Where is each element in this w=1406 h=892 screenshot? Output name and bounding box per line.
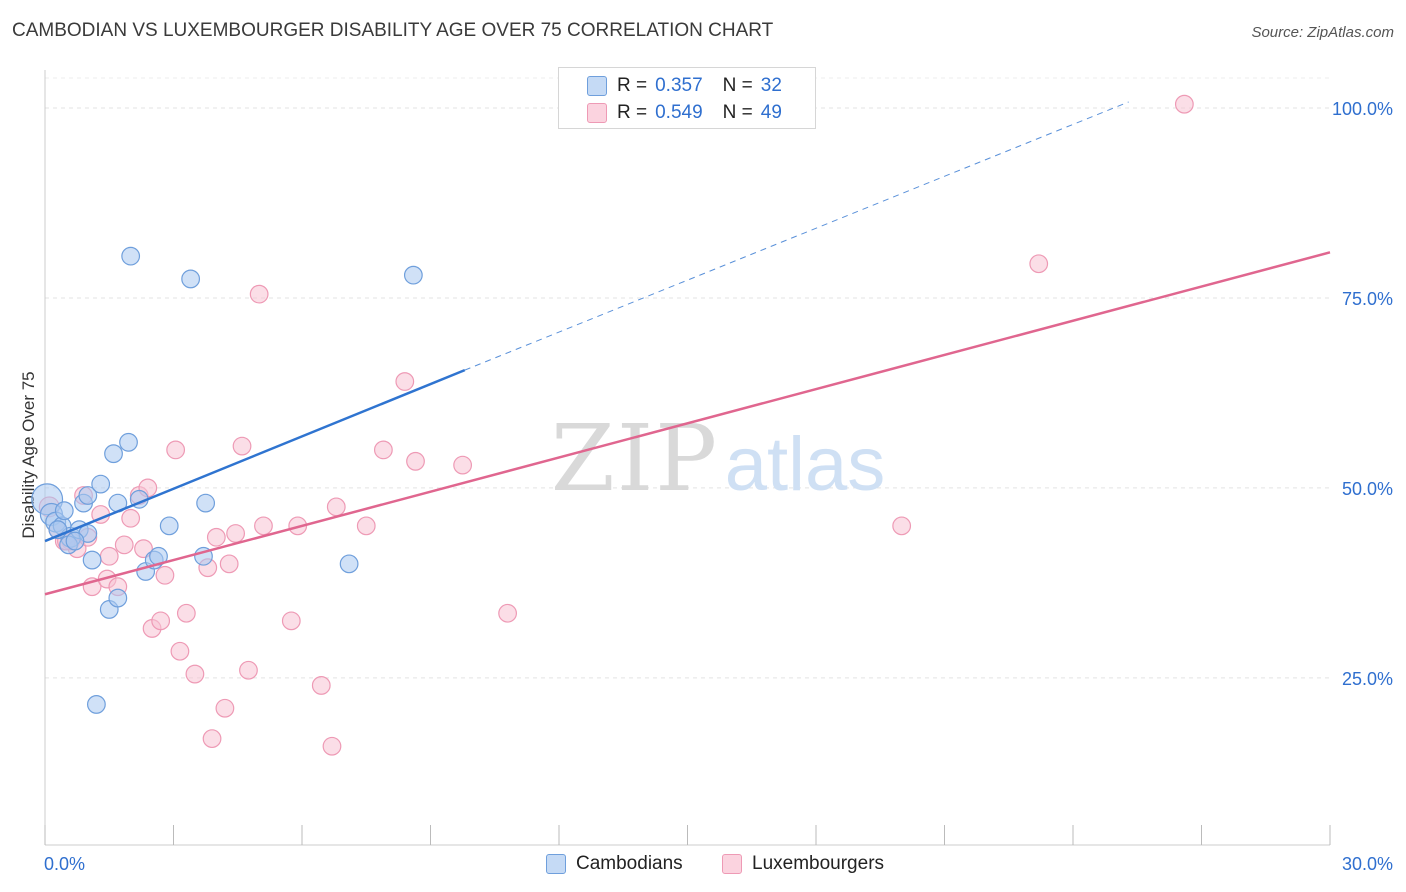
axes <box>44 70 1331 846</box>
luxembourger-point <box>155 565 175 585</box>
cambodian-point <box>91 474 111 494</box>
luxembourgers-trend-line <box>44 251 1331 596</box>
luxembourger-point <box>114 535 134 555</box>
luxembourger-point <box>356 516 376 536</box>
cambodian-point <box>121 246 141 266</box>
luxembourger-point <box>206 527 226 547</box>
legend-n-label: N = <box>722 75 753 96</box>
luxembourger-point <box>166 440 186 460</box>
legend-r-value: 0.549 <box>655 102 703 123</box>
luxembourger-point <box>185 664 205 684</box>
luxembourger-point <box>232 436 252 456</box>
legend-swatch-pink <box>587 103 607 123</box>
luxembourger-point <box>202 729 222 749</box>
cambodians-trend-line <box>44 368 466 543</box>
legend-r-label: R = <box>617 102 648 123</box>
cambodian-point <box>104 444 123 464</box>
cambodians-trend-extension <box>464 101 1129 371</box>
cambodians-points <box>31 246 423 714</box>
cambodian-point <box>339 554 359 574</box>
luxembourger-point <box>498 603 518 623</box>
tick-labels: 25.0% 50.0% 75.0% 100.0% 0.0% 30.0% <box>44 99 1393 874</box>
luxembourger-point <box>219 554 239 574</box>
grid-lines <box>45 77 1330 679</box>
legend-r-value: 0.357 <box>655 75 703 96</box>
luxembourger-point <box>326 497 346 517</box>
legend-r-label: R = <box>617 75 648 96</box>
cambodian-point <box>403 265 423 285</box>
luxembourger-point <box>254 516 273 536</box>
y-tick-label: 75.0% <box>1342 289 1393 309</box>
legend-swatch-blue <box>587 76 607 96</box>
luxembourger-point <box>151 611 171 631</box>
luxembourger-point <box>395 372 415 391</box>
legend-item-cambodians[interactable]: Cambodians <box>546 850 683 878</box>
luxembourger-point <box>373 440 393 460</box>
luxembourger-point <box>249 284 269 304</box>
cambodian-point <box>86 695 106 714</box>
cambodian-point <box>65 531 85 551</box>
y-tick-label: 50.0% <box>1342 479 1393 499</box>
luxembourger-point <box>453 455 473 475</box>
cambodian-point <box>82 550 102 570</box>
legend-n-value: 49 <box>760 102 782 123</box>
watermark-atlas: atlas <box>725 422 886 507</box>
y-tick-label: 100.0% <box>1332 99 1393 119</box>
luxembourger-point <box>170 641 190 661</box>
luxembourger-point <box>1174 94 1194 114</box>
luxembourger-point <box>226 524 246 543</box>
cambodian-point <box>196 493 216 513</box>
watermark: ZIP atlas <box>551 405 885 512</box>
luxembourger-point <box>239 660 258 680</box>
luxembourger-point <box>311 676 331 695</box>
luxembourger-point <box>99 546 119 566</box>
trend-lines <box>44 101 1331 596</box>
correlation-legend: R = 0.357 N = 32 R = 0.549 N = 49 <box>558 67 816 129</box>
cambodians-label: Cambodians <box>576 853 683 874</box>
luxembourger-point <box>134 539 153 559</box>
luxembourger-point <box>406 451 425 471</box>
cambodian-point <box>119 432 138 452</box>
luxembourger-point <box>176 603 196 623</box>
cambodian-point <box>108 588 128 608</box>
x-tick-label-max: 30.0% <box>1342 854 1393 874</box>
luxembourgers-label: Luxembourgers <box>752 853 885 874</box>
y-tick-label: 25.0% <box>1342 669 1393 689</box>
x-tick-label-min: 0.0% <box>44 854 85 874</box>
cambodians-swatch <box>546 854 566 874</box>
chart-title: CAMBODIAN VS LUXEMBOURGER DISABILITY AGE… <box>12 20 774 41</box>
luxembourgers-swatch <box>722 854 742 874</box>
luxembourger-point <box>281 611 301 631</box>
luxembourger-point <box>121 508 141 528</box>
luxembourger-point <box>1029 254 1049 274</box>
luxembourger-point <box>892 516 912 536</box>
cambodian-point <box>181 269 201 289</box>
cambodian-point <box>159 516 179 536</box>
legend-row-cambodians: R = 0.357 N = 32 <box>587 74 782 98</box>
legend-row-luxembourgers: R = 0.549 N = 49 <box>587 101 782 125</box>
source-label: Source: ZipAtlas.com <box>1251 24 1394 41</box>
luxembourger-point <box>322 736 342 756</box>
luxembourger-point <box>215 698 235 718</box>
legend-n-label: N = <box>722 102 753 123</box>
legend-n-value: 32 <box>760 75 782 96</box>
legend-item-luxembourgers[interactable]: Luxembourgers <box>722 850 884 878</box>
cambodian-point <box>54 501 74 521</box>
cambodian-point <box>78 486 98 505</box>
